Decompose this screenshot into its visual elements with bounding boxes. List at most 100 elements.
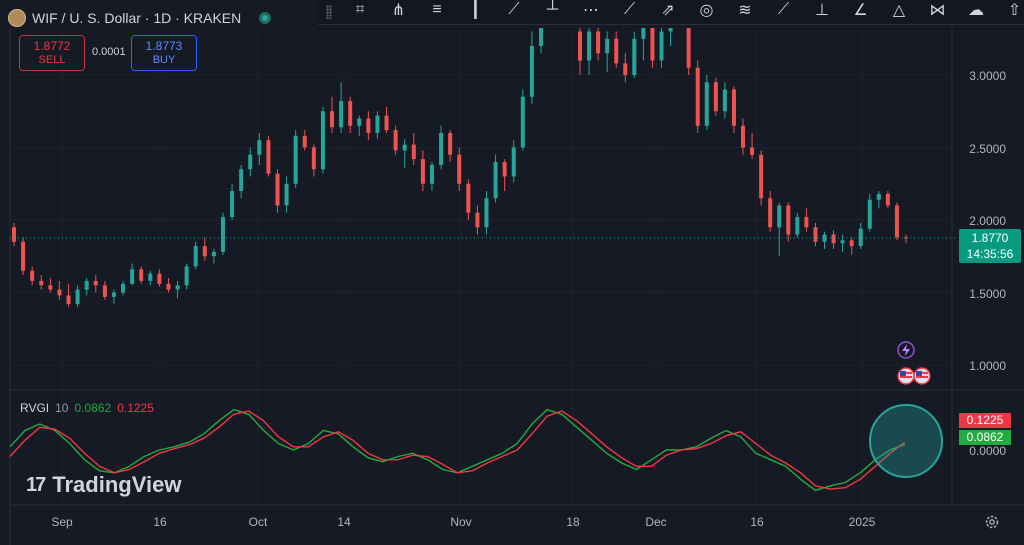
candle-body xyxy=(220,217,225,252)
xabcd-icon[interactable]: ⋈ xyxy=(929,2,946,19)
sell-button[interactable]: 1.8772 SELL xyxy=(19,35,85,71)
candle-icon[interactable]: ┃ xyxy=(470,2,481,19)
signal-value-tag: 0.1225 xyxy=(959,413,1011,428)
candle-body xyxy=(48,285,53,290)
rvgi-legend-value: 0.0862 xyxy=(74,401,112,415)
spread-value: 0.0001 xyxy=(92,46,126,58)
candle-body xyxy=(420,159,425,184)
arrow-path-icon[interactable]: ⇗ xyxy=(661,2,675,19)
last-price-value: 1.8770 xyxy=(971,231,1009,245)
time-tick: Nov xyxy=(450,515,472,529)
candle-body xyxy=(320,111,325,170)
candle-body xyxy=(402,144,407,151)
candle-body xyxy=(448,133,453,155)
candle-body xyxy=(230,191,235,218)
time-tick: Oct xyxy=(248,515,268,529)
candle-body xyxy=(605,38,610,54)
trend-line-icon[interactable]: ⟋ xyxy=(508,1,520,18)
gear-icon[interactable] xyxy=(984,514,1000,530)
wif-coin-icon xyxy=(8,9,26,27)
candle-body xyxy=(777,205,782,228)
candle-body xyxy=(384,115,389,131)
time-tick: 18 xyxy=(566,515,580,529)
candle-body xyxy=(704,82,709,126)
candle-body xyxy=(157,273,162,284)
candle-body xyxy=(529,46,534,97)
candle-body xyxy=(193,246,198,267)
angle-icon[interactable]: ∠ xyxy=(853,2,868,19)
crosshair-grid-icon[interactable]: ⌗ xyxy=(355,1,365,18)
candle-body xyxy=(239,169,244,191)
price-tick: 2.0000 xyxy=(969,214,1006,228)
highlight-circle xyxy=(869,404,943,478)
rvgi-value-tag: 0.0862 xyxy=(959,430,1011,445)
us-flag-event-icon[interactable] xyxy=(913,367,931,385)
indicator-legend[interactable]: RVGI 10 0.0862 0.1225 xyxy=(20,401,154,415)
watermark-text: TradingView xyxy=(52,472,182,497)
candle-body xyxy=(275,173,280,206)
candle-body xyxy=(578,31,582,61)
time-tick: Sep xyxy=(51,515,73,529)
candle-body xyxy=(786,205,791,235)
candle-body xyxy=(695,67,700,126)
fib-retracement-icon[interactable]: ≡ xyxy=(432,1,442,18)
candle-body xyxy=(759,154,764,199)
drawing-toolbar: ⌗ ⋔ ≡ ┃ ⟋ ┴ ⋯ ⟋ ⇗ ◎ ≋ ⟋ ⊥ ∠ △ ⋈ ☁ ⇧ xyxy=(318,0,1024,25)
lightning-event-icon[interactable] xyxy=(897,341,915,359)
candle-body xyxy=(311,147,316,170)
symbol-title[interactable]: WIF / U. S. Dollar · 1D · KRAKEN xyxy=(32,10,242,26)
regression-icon[interactable]: ≋ xyxy=(738,2,752,19)
candle-body xyxy=(12,227,16,242)
candle-body xyxy=(596,31,601,54)
candle-body xyxy=(539,28,543,46)
indicator-name: RVGI xyxy=(20,401,50,415)
candle-body xyxy=(102,285,107,297)
candle-body xyxy=(339,101,344,128)
horizontal-ray-icon[interactable]: ⊥ xyxy=(815,2,829,19)
candle-body xyxy=(511,147,516,177)
candle-body xyxy=(731,89,736,126)
candle-body xyxy=(722,89,727,112)
vertical-line-icon[interactable]: ┴ xyxy=(546,1,559,18)
arrow-line-icon[interactable]: ⟋ xyxy=(777,1,790,18)
arrow-up-icon[interactable]: ⇧ xyxy=(1007,2,1022,19)
candle-body xyxy=(457,154,462,184)
candle-body xyxy=(831,234,836,244)
candle-body xyxy=(668,28,673,32)
market-open-icon xyxy=(259,12,272,24)
date-range-icon[interactable]: ⋯ xyxy=(583,2,599,19)
candle-body xyxy=(484,198,489,228)
candle-body xyxy=(111,292,116,297)
signal-line xyxy=(9,410,906,490)
candle-body xyxy=(614,38,619,64)
buy-label: BUY xyxy=(152,54,176,66)
tradingview-watermark: 17 TradingView xyxy=(26,472,181,498)
candle-body xyxy=(57,289,62,296)
candle-body xyxy=(686,28,691,68)
last-price-label: 1.8770 14:35:56 xyxy=(959,229,1021,263)
indicator-period: 10 xyxy=(55,401,69,415)
candle-body xyxy=(659,31,664,61)
candle-body xyxy=(623,63,628,75)
candle-body xyxy=(66,295,71,305)
candle-body xyxy=(768,198,773,228)
ray-icon[interactable]: ⟋ xyxy=(623,1,636,18)
circle-target-icon[interactable]: ◎ xyxy=(699,2,714,19)
tradingview-logo-icon: 17 xyxy=(26,473,46,496)
time-tick: 16 xyxy=(750,515,764,529)
time-tick: 16 xyxy=(153,515,167,529)
candle-body xyxy=(439,133,444,165)
candle-body xyxy=(804,217,809,228)
candle-body xyxy=(849,240,854,247)
candle-body xyxy=(650,28,655,61)
pitchfork-icon[interactable]: ⋔ xyxy=(391,2,406,19)
candle-body xyxy=(466,183,471,213)
candle-body xyxy=(641,28,646,39)
triangle-pattern-icon[interactable]: △ xyxy=(892,2,906,19)
price-tick: 2.5000 xyxy=(969,142,1006,156)
cloud-icon[interactable]: ☁ xyxy=(968,2,984,19)
candle-body xyxy=(840,240,845,244)
toolbar-grip-handle[interactable] xyxy=(326,5,332,19)
buy-button[interactable]: 1.8773 BUY xyxy=(131,35,197,71)
